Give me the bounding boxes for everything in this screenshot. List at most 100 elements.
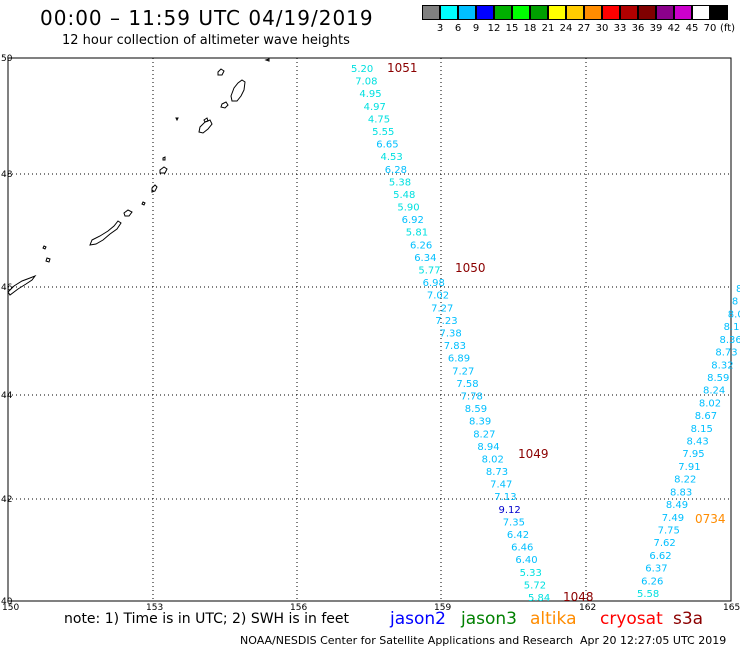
legend-swatch — [674, 5, 692, 20]
wave-height-value: 5.20 — [351, 64, 373, 75]
legend-label: 3 — [436, 23, 444, 34]
track-a-values: 5.20 7.084.95 4.974.75 5.55 6.654.53 6.285.38… — [351, 64, 550, 604]
wave-height-value: 8.94 — [477, 442, 499, 453]
wave-height-value: 8.67 — [695, 411, 717, 422]
legend-label: 6 — [454, 23, 462, 34]
legend-swatch — [494, 5, 512, 20]
wave-height-value: 8.02 — [699, 398, 721, 409]
wave-height-value: 7.02 — [427, 291, 449, 302]
wave-height-value: 6.26 — [410, 240, 432, 251]
island-outline — [162, 156, 166, 161]
wave-height-value: 5.55 — [372, 127, 394, 138]
island-outline — [89, 220, 122, 246]
island-outline — [123, 209, 133, 217]
wave-height-value: 7.75 — [658, 526, 680, 537]
wave-height-value: 6.37 — [645, 564, 667, 575]
legend-label: 15 — [505, 23, 519, 34]
legend-swatch — [620, 5, 638, 20]
lat-tick-label: 50 — [1, 54, 13, 64]
wave-height-value: 6.92 — [402, 215, 424, 226]
wave-height-value: 5.38 — [389, 177, 411, 188]
pass-label: 1051 — [387, 61, 418, 75]
wave-height-value: 6.34 — [414, 253, 436, 264]
legend-label: 12 — [487, 23, 501, 34]
wave-height-value: 8.22 — [674, 475, 696, 486]
island-outline — [45, 257, 51, 263]
island-outline — [217, 68, 225, 76]
wave-height-value: 6.28 — [385, 165, 407, 176]
legend-label: 33 — [613, 23, 627, 34]
satellite-name: jason3 — [461, 609, 517, 629]
wave-height-value: 8.36 — [720, 335, 740, 346]
wave-height-value: 7.95 — [682, 449, 704, 460]
legend-swatch — [530, 5, 548, 20]
wave-height-value: 6.40 — [515, 555, 537, 566]
wave-height-value: 8.15 — [691, 424, 713, 435]
wave-height-value: 6.46 — [511, 543, 533, 554]
legend-swatch — [602, 5, 620, 20]
wave-height-value: 5.72 — [524, 580, 546, 591]
island-outline — [141, 201, 146, 206]
legend-swatch — [440, 5, 458, 20]
lon-tick-label: 150 — [2, 603, 19, 613]
pass-label: 0734 — [695, 512, 726, 526]
lon-tick-label: 162 — [579, 603, 596, 613]
wave-height-value: 8.59 — [707, 373, 729, 384]
wave-height-value: 8.73 — [486, 467, 508, 478]
legend-label: 39 — [649, 23, 663, 34]
axis-tick-labels: 150 153 156 159 162 165 50 48 46 44 42 40 — [1, 54, 740, 613]
map-frame — [7, 57, 732, 602]
legend-swatch — [692, 5, 710, 20]
legend-swatch — [548, 5, 566, 20]
map-title: 00:00 – 11:59 UTC 04/19/2019 — [40, 6, 374, 30]
legend-unit: (ft) — [720, 23, 736, 34]
satellite-name: s3a — [673, 609, 704, 629]
footnote: note: 1) Time is in UTC; 2) SWH is in fe… — [64, 611, 350, 627]
wave-height-value: 5.81 — [406, 228, 428, 239]
wave-height-value: 5.84 — [528, 593, 550, 604]
lat-tick-label: 40 — [1, 597, 13, 607]
wave-height-value: 4.97 — [364, 102, 386, 113]
wave-height-value: 6.98 — [423, 278, 445, 289]
legend-swatch — [710, 5, 728, 20]
lon-tick-label: 153 — [146, 603, 163, 613]
wave-height-value: 8.32 — [711, 360, 733, 371]
wave-height-value: 6.26 — [641, 576, 663, 587]
lat-tick-label: 48 — [1, 170, 13, 180]
wave-height-value: 8.39 — [469, 417, 491, 428]
wave-height-value: 4.75 — [368, 114, 390, 125]
pass-id-labels: 1051 1050 1049 1048 0734 — [387, 61, 726, 604]
wave-height-value: 9.12 — [499, 505, 521, 516]
island-outline — [264, 58, 270, 62]
wave-height-value: 8.24 — [703, 386, 725, 397]
island-outline — [159, 166, 168, 174]
wave-height-value: 6.42 — [507, 530, 529, 541]
wave-height-value: 4.53 — [381, 152, 403, 163]
wave-height-value: 7.23 — [435, 316, 457, 327]
wave-height-value: 8.1 — [724, 322, 740, 333]
lat-tick-label: 42 — [1, 495, 12, 505]
wave-height-value: 8.0 — [728, 309, 740, 320]
wave-height-value: 7.62 — [654, 538, 676, 549]
wave-height-value: 8.73 — [715, 348, 737, 359]
wave-height-value: 7.91 — [678, 462, 700, 473]
wave-height-value: 6.65 — [376, 140, 398, 151]
island-outline — [220, 101, 229, 109]
legend-label: 45 — [685, 23, 699, 34]
wave-height-value: 5.58 — [637, 589, 659, 600]
wave-height-value: 6.89 — [448, 354, 470, 365]
lon-tick-label: 159 — [434, 603, 451, 613]
pass-label: 1048 — [563, 590, 594, 604]
coastline — [7, 58, 270, 296]
wave-height-value: 7.58 — [456, 379, 478, 390]
lat-tick-label: 44 — [1, 391, 13, 401]
island-outline — [175, 117, 179, 122]
legend-swatch — [512, 5, 530, 20]
satellite-name: jason2 — [390, 609, 446, 629]
island-outline — [230, 79, 246, 102]
wave-height-value: 7.78 — [461, 392, 483, 403]
wave-height-value: 7.35 — [503, 517, 525, 528]
wave-height-value: 5.77 — [418, 266, 440, 277]
island-outline — [7, 274, 37, 296]
legend-swatch — [638, 5, 656, 20]
